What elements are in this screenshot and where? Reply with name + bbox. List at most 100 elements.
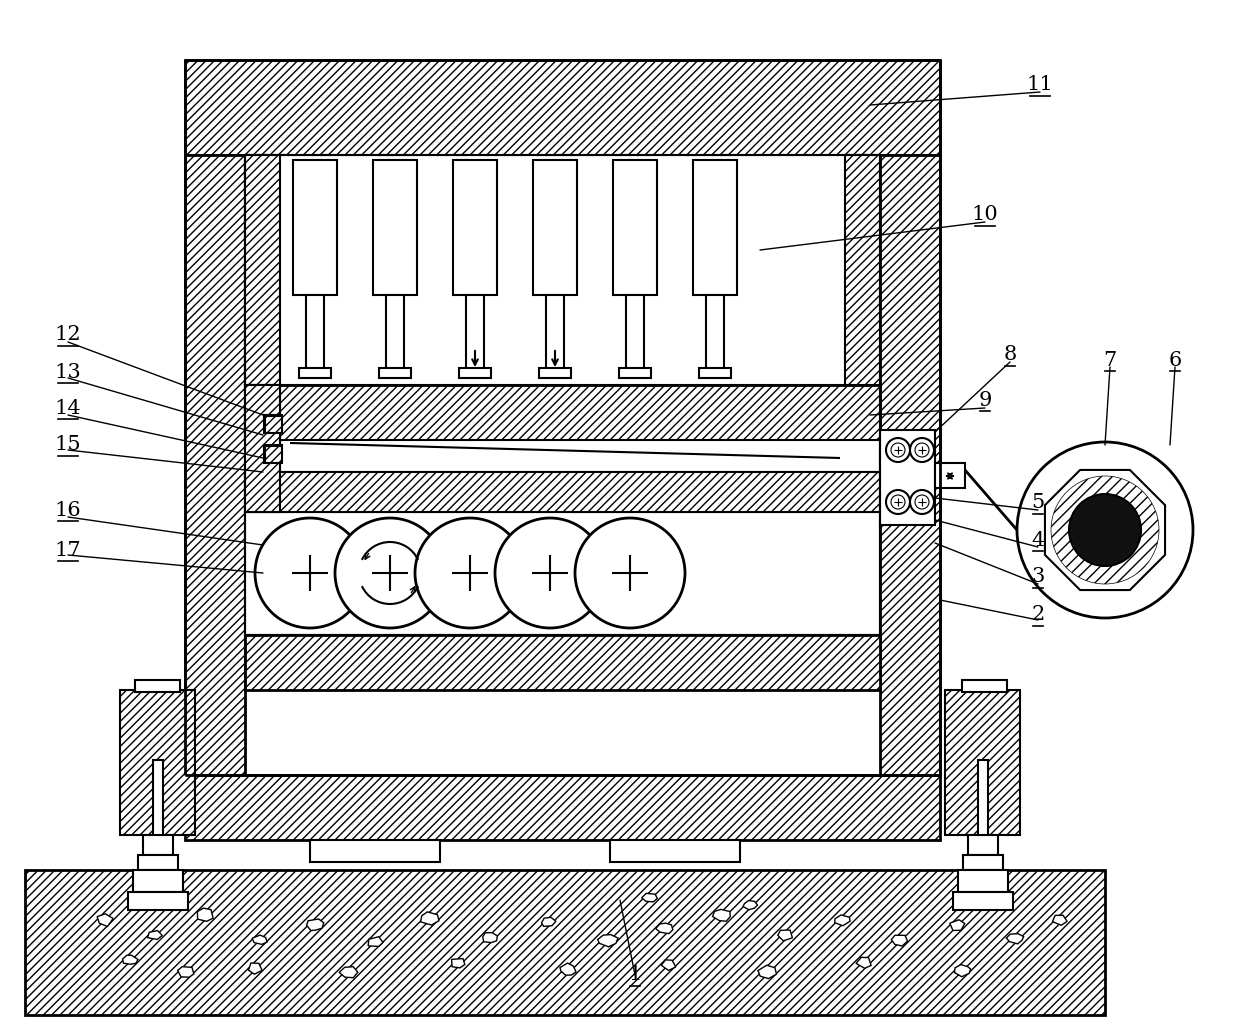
- Bar: [466, 295, 484, 375]
- Bar: [133, 870, 184, 892]
- Polygon shape: [955, 965, 971, 977]
- Bar: [246, 155, 280, 385]
- Bar: [135, 680, 180, 692]
- Text: 2: 2: [1032, 606, 1044, 624]
- Bar: [264, 445, 281, 463]
- Bar: [246, 472, 880, 512]
- Bar: [264, 415, 281, 433]
- Bar: [306, 295, 324, 375]
- Polygon shape: [1007, 934, 1023, 944]
- Polygon shape: [148, 931, 162, 940]
- Bar: [185, 60, 940, 155]
- Polygon shape: [306, 919, 324, 931]
- Text: 5: 5: [1032, 493, 1044, 512]
- Polygon shape: [1045, 469, 1166, 590]
- Polygon shape: [451, 958, 465, 968]
- Circle shape: [887, 438, 910, 462]
- Text: 17: 17: [55, 540, 82, 560]
- Bar: [619, 368, 651, 378]
- Polygon shape: [656, 924, 673, 934]
- Bar: [265, 416, 281, 432]
- Bar: [25, 870, 1105, 1015]
- Bar: [978, 760, 988, 840]
- Circle shape: [1069, 494, 1141, 566]
- Text: 16: 16: [55, 500, 82, 520]
- Bar: [610, 840, 740, 862]
- Bar: [246, 512, 880, 636]
- Text: 14: 14: [55, 399, 82, 417]
- Polygon shape: [482, 933, 497, 943]
- Bar: [280, 440, 880, 472]
- Circle shape: [910, 438, 934, 462]
- Bar: [120, 690, 195, 835]
- Text: 8: 8: [1003, 345, 1017, 365]
- Circle shape: [915, 495, 929, 509]
- Bar: [945, 690, 1021, 835]
- Bar: [453, 160, 497, 295]
- Bar: [246, 385, 280, 440]
- Bar: [963, 855, 1003, 870]
- Bar: [153, 760, 162, 840]
- Polygon shape: [560, 964, 577, 975]
- Text: 15: 15: [55, 436, 82, 454]
- Bar: [533, 160, 577, 295]
- Bar: [246, 636, 880, 690]
- Polygon shape: [123, 955, 138, 965]
- Polygon shape: [420, 912, 439, 925]
- Circle shape: [915, 443, 929, 457]
- Circle shape: [335, 518, 445, 628]
- Polygon shape: [542, 917, 556, 927]
- Polygon shape: [97, 914, 113, 927]
- Bar: [265, 446, 281, 462]
- Polygon shape: [835, 915, 851, 926]
- Text: 10: 10: [972, 205, 998, 224]
- Bar: [935, 463, 965, 488]
- Polygon shape: [661, 959, 676, 971]
- Circle shape: [575, 518, 684, 628]
- Bar: [143, 835, 174, 855]
- Polygon shape: [197, 908, 213, 921]
- Bar: [185, 775, 940, 840]
- Text: 9: 9: [978, 391, 992, 410]
- Bar: [373, 160, 417, 295]
- Text: 13: 13: [55, 363, 82, 381]
- Polygon shape: [177, 967, 193, 977]
- Circle shape: [415, 518, 525, 628]
- Bar: [880, 155, 940, 775]
- Bar: [299, 368, 331, 378]
- Bar: [246, 385, 880, 440]
- Polygon shape: [777, 930, 792, 941]
- Bar: [962, 680, 1007, 692]
- Circle shape: [255, 518, 365, 628]
- Circle shape: [910, 490, 934, 514]
- Bar: [706, 295, 724, 375]
- Polygon shape: [950, 919, 965, 931]
- Bar: [386, 295, 404, 375]
- Bar: [138, 855, 179, 870]
- Polygon shape: [598, 935, 618, 947]
- Bar: [844, 155, 880, 385]
- Text: 1: 1: [629, 966, 641, 984]
- Bar: [968, 835, 998, 855]
- Bar: [693, 160, 737, 295]
- Polygon shape: [892, 935, 908, 946]
- Polygon shape: [743, 901, 758, 910]
- Bar: [954, 892, 1013, 910]
- Bar: [128, 892, 188, 910]
- Circle shape: [892, 443, 905, 457]
- Circle shape: [887, 490, 910, 514]
- Polygon shape: [368, 937, 383, 946]
- Text: 4: 4: [1032, 531, 1044, 549]
- Text: 6: 6: [1168, 351, 1182, 369]
- Text: 7: 7: [1104, 351, 1117, 369]
- Polygon shape: [252, 935, 267, 944]
- Polygon shape: [641, 894, 657, 902]
- Polygon shape: [339, 967, 358, 978]
- Bar: [699, 368, 732, 378]
- Bar: [613, 160, 657, 295]
- Polygon shape: [758, 966, 776, 979]
- Bar: [546, 295, 564, 375]
- Text: 11: 11: [1027, 76, 1053, 94]
- Bar: [379, 368, 410, 378]
- Text: 3: 3: [1032, 568, 1044, 586]
